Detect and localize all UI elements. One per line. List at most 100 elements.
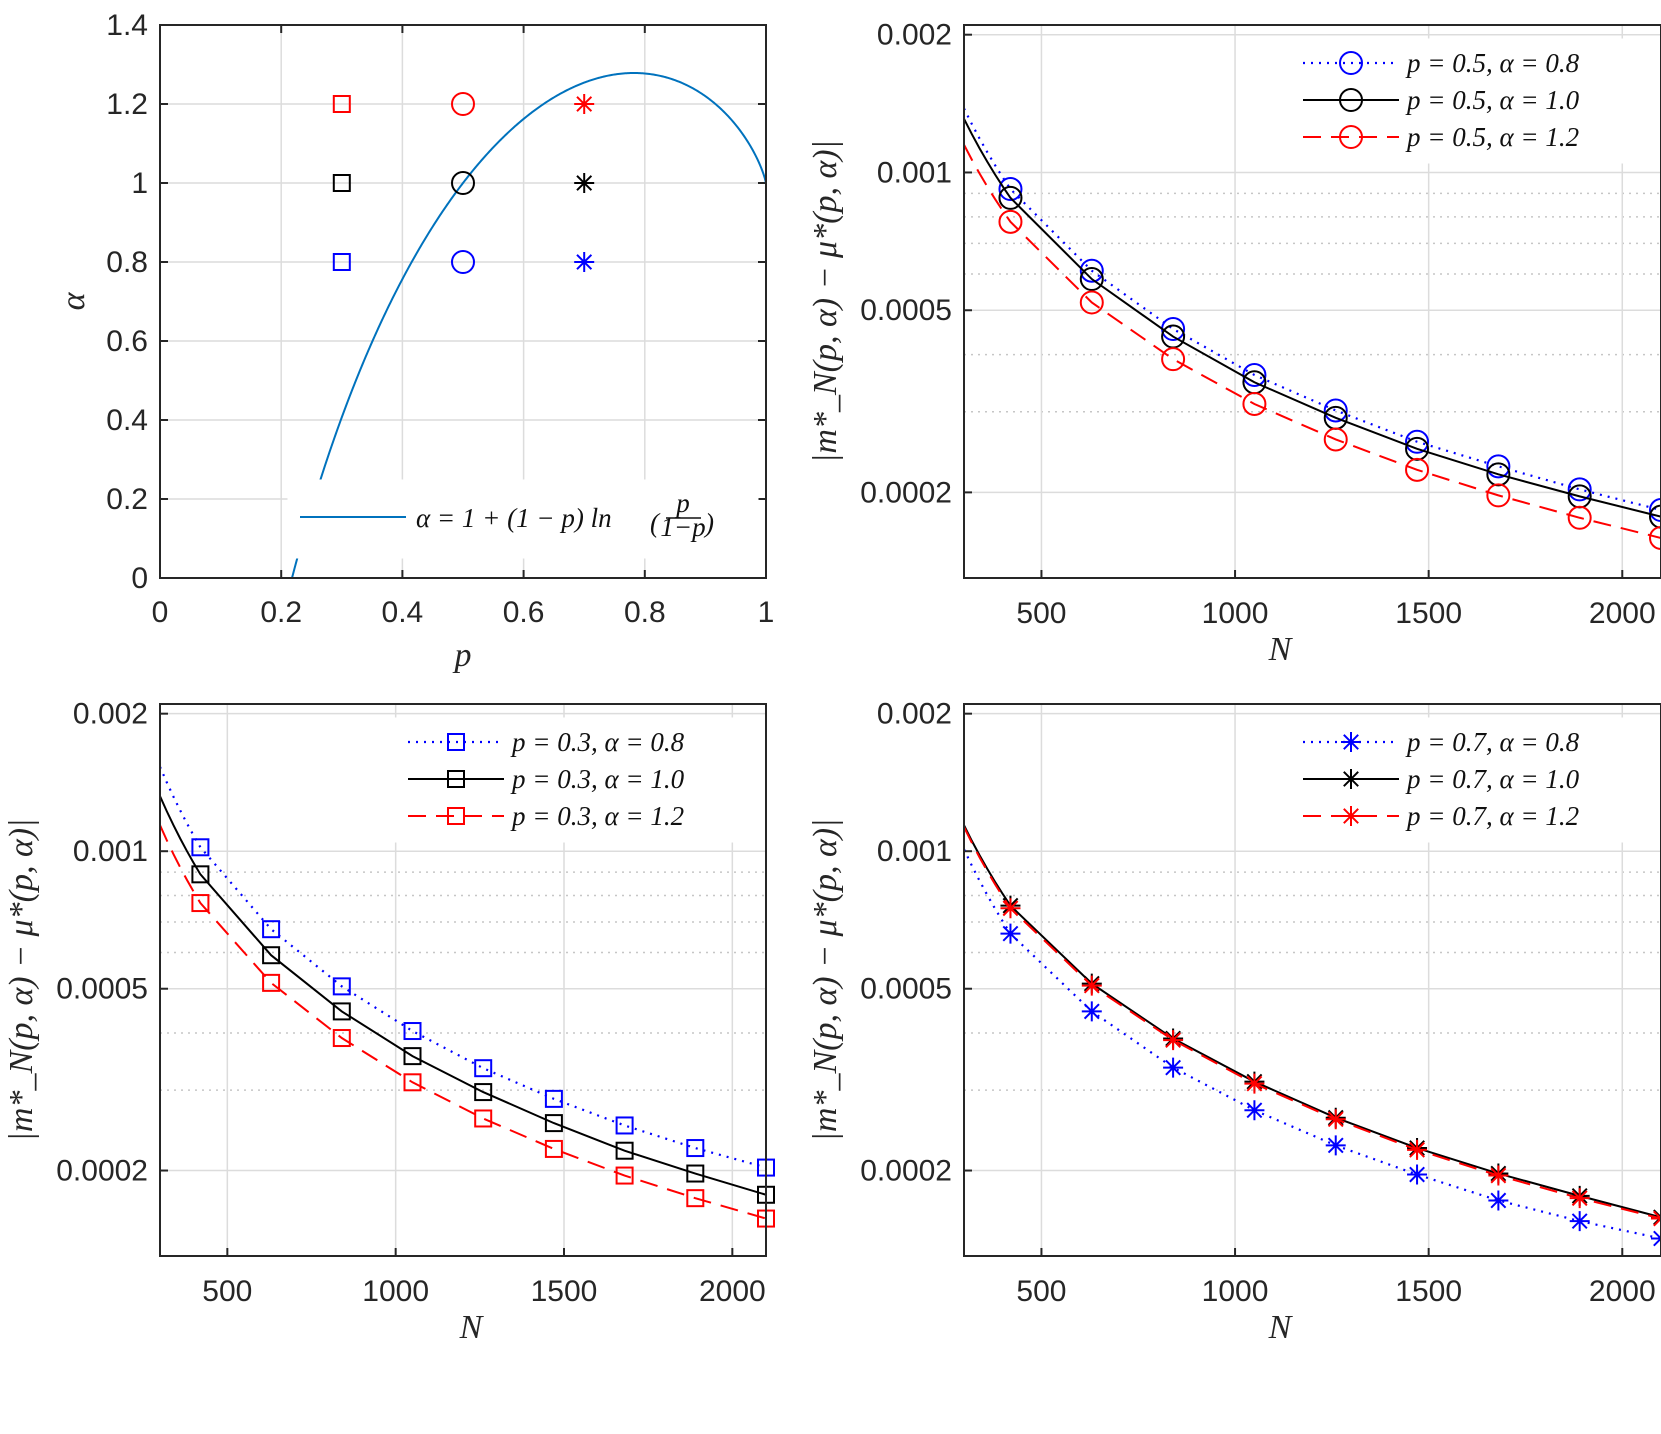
y-axis-label: |m*_N(p, α) − μ*(p, α)|	[3, 819, 40, 1142]
data-layer	[964, 824, 1661, 1249]
legend-box	[287, 479, 759, 559]
legend-fraction-denominator: 1−p	[660, 512, 705, 542]
x-tick-label: 1500	[531, 1275, 598, 1308]
y-tick-label: 0.002	[73, 698, 148, 731]
parameter-marker	[574, 94, 595, 114]
x-tick-label: 500	[1016, 1275, 1066, 1308]
y-axis-label: |m*_N(p, α) − μ*(p, α)|	[807, 819, 844, 1142]
data-point	[332, 977, 351, 996]
y-axis-label: α	[55, 291, 92, 310]
x-axis-label: N	[1268, 1309, 1294, 1346]
panel-region-plot: 0 0.2 0.4 0.6 0.8 1 0 0.2 0.4 0.6 0.8 1 1.2 1.4 α = 1 …	[55, 9, 774, 674]
data-point	[191, 894, 210, 913]
y-tick-label: 0.6	[106, 325, 148, 358]
data-point	[1325, 1135, 1346, 1156]
data-point	[1488, 1165, 1509, 1186]
data-point	[332, 1002, 351, 1021]
data-point	[1081, 975, 1102, 996]
series-line	[964, 107, 1661, 512]
data-point	[1649, 498, 1661, 523]
x-tick-label: 0.8	[624, 596, 666, 629]
data-point	[1405, 457, 1430, 482]
data-point	[474, 1109, 493, 1128]
x-tick-label: 1000	[362, 1275, 429, 1308]
data-layer	[964, 107, 1661, 550]
y-axis-label: |m*_N(p, α) − μ*(p, α)|	[807, 140, 844, 463]
x-tick-label: 500	[202, 1275, 252, 1308]
legend-paren-left: (	[650, 508, 661, 538]
data-point	[1649, 504, 1661, 529]
panel-bottom-right: 500 1000 1500 2000 0.0002 0.0005 0.001 0.002 p =…	[807, 698, 1661, 1346]
x-tick-label: 1000	[1202, 1275, 1269, 1308]
axes-frame	[963, 703, 1661, 1257]
data-point	[1079, 258, 1104, 283]
y-tick-label: 0.002	[877, 19, 952, 52]
data-point	[1407, 1164, 1428, 1185]
series-line	[964, 118, 1661, 518]
axes-frame	[159, 24, 767, 579]
data-point	[1323, 427, 1348, 452]
y-tick-label: 0.0002	[860, 476, 952, 509]
data-point	[1323, 398, 1348, 423]
x-tick-label: 1500	[1395, 597, 1462, 630]
y-tick-label: 0.0005	[860, 294, 952, 327]
x-tick-label: 1500	[1395, 1275, 1462, 1308]
data-point	[998, 177, 1023, 202]
series-line	[160, 795, 767, 1196]
data-point	[1325, 1109, 1346, 1130]
legend-marker	[1339, 51, 1363, 75]
data-point	[615, 1116, 634, 1135]
data-point	[686, 1164, 705, 1183]
x-axis-label: p	[453, 637, 472, 674]
data-point	[1567, 505, 1592, 530]
data-point	[1486, 454, 1511, 479]
legend-label: p = 0.3, α = 1.0	[510, 764, 685, 794]
data-point	[262, 946, 281, 965]
y-tick-label: 0.0005	[860, 973, 952, 1006]
data-point	[998, 209, 1023, 234]
x-tick-label: 1	[758, 596, 775, 629]
y-tick-label: 0	[131, 562, 148, 595]
data-point	[262, 973, 281, 992]
data-point	[332, 1029, 351, 1048]
parameter-marker	[451, 250, 475, 274]
y-tick-label: 1.2	[106, 88, 148, 121]
axes-frame	[963, 24, 1661, 579]
legend-label: p = 0.5, α = 0.8	[1405, 48, 1580, 78]
data-point	[191, 865, 210, 884]
series-line	[964, 144, 1661, 539]
data-point	[615, 1166, 634, 1185]
y-tick-label: 0.001	[877, 835, 952, 868]
parameter-marker	[451, 92, 475, 116]
panel-top-right: 500 1000 1500 2000 0.0002 0.0005 0.001 0.002 p =…	[807, 19, 1661, 668]
y-tick-label: 1.4	[106, 9, 148, 42]
legend-label: α = 1 + (1 − p) ln	[416, 503, 612, 533]
data-point	[1567, 477, 1592, 502]
data-point	[403, 1073, 422, 1092]
data-point	[1079, 267, 1104, 292]
legend-label: p = 0.3, α = 0.8	[510, 727, 685, 757]
panel-bottom-left: 500 1000 1500 2000 0.0002 0.0005 0.001 0.002 p =…	[3, 698, 775, 1346]
x-tick-label: 2000	[1589, 597, 1656, 630]
y-tick-label: 0.001	[73, 835, 148, 868]
data-point	[262, 920, 281, 939]
legend-fraction-numerator: p	[674, 488, 690, 518]
y-tick-label: 0.2	[106, 483, 148, 516]
data-point	[1649, 525, 1661, 550]
data-point	[1244, 1073, 1265, 1094]
x-tick-label: 2000	[1589, 1275, 1656, 1308]
data-point	[1000, 898, 1021, 919]
data-point	[544, 1089, 563, 1108]
y-tick-label: 1	[131, 167, 148, 200]
y-tick-label: 0.0002	[56, 1155, 148, 1188]
parameter-marker	[574, 173, 595, 193]
x-tick-label: 0	[152, 596, 169, 629]
legend-marker	[1341, 806, 1361, 826]
x-tick-label: 0.6	[503, 596, 545, 629]
y-tick-label: 0.4	[106, 404, 148, 437]
data-point	[1163, 1057, 1184, 1078]
y-tick-label: 0.001	[877, 156, 952, 189]
data-point	[403, 1022, 422, 1041]
data-point	[1407, 1139, 1428, 1160]
